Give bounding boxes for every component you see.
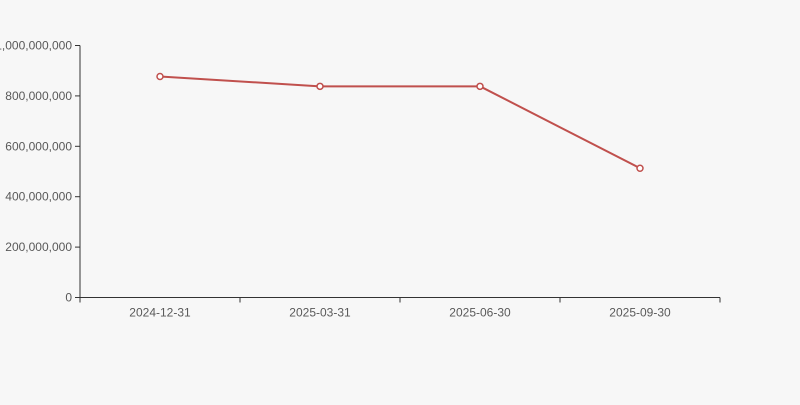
data-point-marker	[156, 72, 164, 81]
y-axis-label: 0	[65, 291, 72, 305]
series-line	[159, 75, 641, 170]
data-point-marker	[636, 164, 644, 172]
y-axis-label: 400,000,000	[5, 190, 72, 204]
x-axis-label: 2025-06-30	[449, 306, 511, 320]
x-axis-label: 2025-09-30	[609, 306, 671, 320]
y-axis-label: 200,000,000	[5, 240, 72, 254]
data-point-marker	[316, 82, 324, 91]
x-axis-label: 2025-03-31	[289, 306, 351, 320]
data-point-marker	[476, 82, 484, 91]
y-axis-label: 1,000,000,000	[0, 39, 72, 53]
x-axis-label: 2024-12-31	[129, 306, 191, 320]
y-axis-label: 800,000,000	[5, 89, 72, 103]
y-axis-label: 600,000,000	[5, 139, 72, 153]
